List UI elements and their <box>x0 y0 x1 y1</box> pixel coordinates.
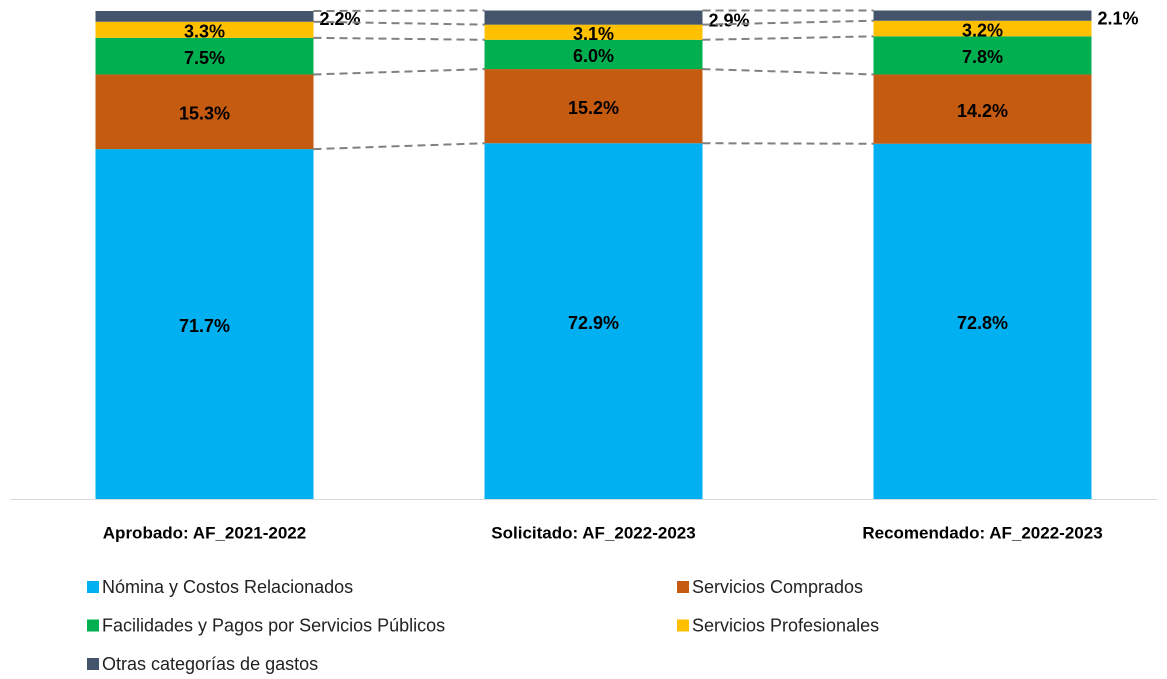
bar-segment <box>95 74 314 150</box>
data-label: 71.7% <box>179 316 230 336</box>
series-connector <box>313 20 485 26</box>
data-label: 3.3% <box>184 22 225 42</box>
legend-swatch <box>87 658 99 670</box>
legend-label: Facilidades y Pagos por Servicios Públic… <box>102 615 445 635</box>
data-label: 3.2% <box>962 20 1003 40</box>
bar-segment <box>873 74 1092 144</box>
data-label: 6.0% <box>573 46 614 66</box>
data-label: 72.8% <box>957 313 1008 333</box>
data-label: 2.9% <box>709 10 750 30</box>
data-label: 7.8% <box>962 47 1003 67</box>
legend-label: Otras categorías de gastos <box>102 654 318 674</box>
bar-segment <box>95 37 314 75</box>
x-tick-label: Recomendado: AF_2022-2023 <box>862 523 1102 542</box>
bar-segment <box>873 36 1092 75</box>
legend-swatch <box>677 619 689 632</box>
data-label: 15.3% <box>179 104 230 124</box>
data-label: 2.1% <box>1098 8 1139 28</box>
data-label: 2.2% <box>320 9 361 29</box>
series-connector <box>313 68 485 76</box>
series-connector <box>702 19 874 26</box>
legend-swatch <box>87 581 99 593</box>
x-tick-label: Aprobado: AF_2021-2022 <box>103 523 306 542</box>
legend-label: Servicios Profesionales <box>692 615 879 635</box>
bar-segment <box>484 10 703 25</box>
bar-segment <box>95 11 314 22</box>
bar-segment <box>873 10 1092 21</box>
legend-swatch <box>87 619 99 632</box>
bar-segment <box>484 24 703 40</box>
x-tick-label: Solicitado: AF_2022-2023 <box>491 523 695 542</box>
legend-label: Servicios Comprados <box>692 577 863 597</box>
series-connector <box>702 35 874 41</box>
series-connector <box>313 36 485 41</box>
data-label: 14.2% <box>957 101 1008 121</box>
bar-segment <box>95 149 314 499</box>
legend-swatch <box>677 581 689 593</box>
bar-segment <box>484 69 703 144</box>
bar-segment <box>484 143 703 500</box>
bar-segment <box>484 39 703 70</box>
data-label: 72.9% <box>568 313 619 333</box>
bar-segment <box>95 21 314 38</box>
bar-segment <box>873 143 1092 499</box>
series-connector <box>702 68 874 76</box>
legend-label: Nómina y Costos Relacionados <box>102 577 353 597</box>
data-label: 15.2% <box>568 98 619 118</box>
series-connector <box>313 142 485 151</box>
data-label: 7.5% <box>184 48 225 68</box>
data-label: 3.1% <box>573 24 614 44</box>
bar-segment <box>873 20 1092 37</box>
